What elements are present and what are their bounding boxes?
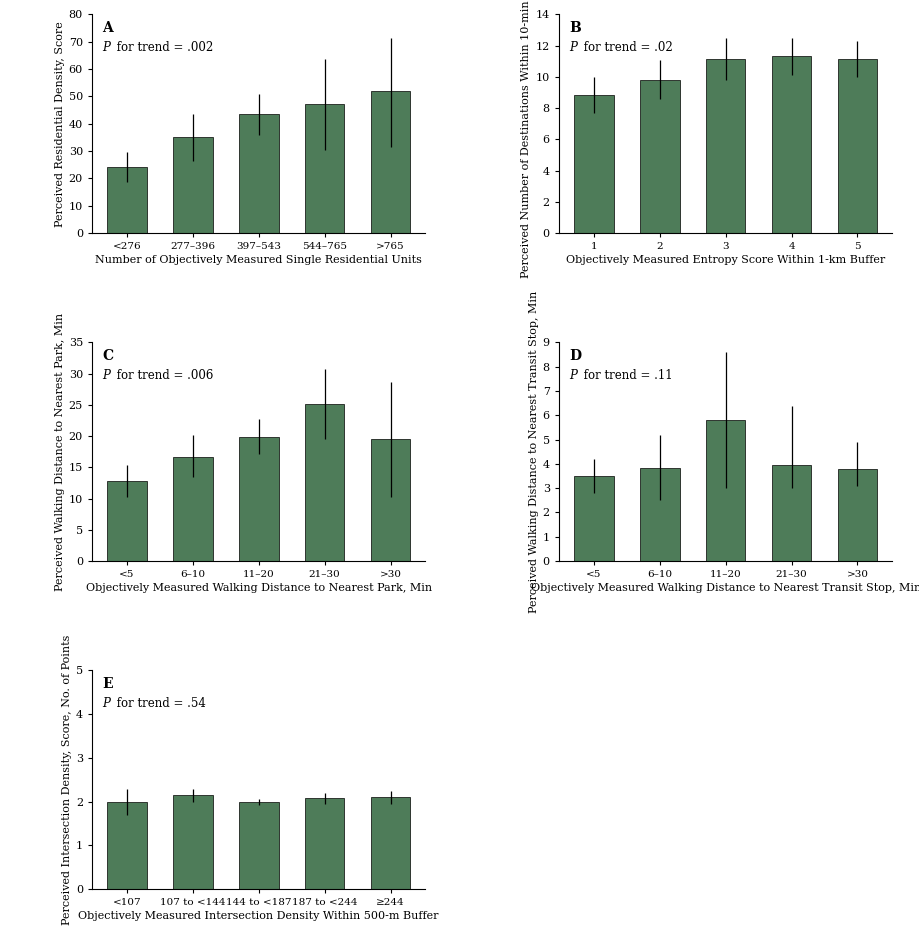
Text: for trend = .54: for trend = .54 [113,697,206,709]
Bar [771,56,811,233]
Bar [107,481,146,561]
Text: C: C [102,349,113,363]
X-axis label: Objectively Measured Walking Distance to Nearest Transit Stop, Min: Objectively Measured Walking Distance to… [530,583,919,593]
Bar [837,469,877,561]
Text: E: E [102,677,112,691]
Bar [573,95,613,233]
Bar [304,404,344,561]
Bar [370,797,410,889]
Text: D: D [568,349,581,363]
Bar [304,798,344,889]
Bar [837,59,877,233]
X-axis label: Objectively Measured Entropy Score Within 1-km Buffer: Objectively Measured Entropy Score Withi… [565,255,884,265]
Bar [173,795,212,889]
Text: P: P [568,41,576,53]
Bar [640,80,679,233]
Bar [107,167,146,233]
Bar [173,137,212,233]
Bar [239,114,278,233]
Bar [370,439,410,561]
Text: A: A [102,21,113,35]
Bar [771,465,811,561]
Y-axis label: Perceived Intersection Density, Score, No. of Points: Perceived Intersection Density, Score, N… [62,634,72,925]
Text: for trend = .02: for trend = .02 [579,41,672,53]
Bar [304,105,344,233]
Y-axis label: Perceived Walking Distance to Nearest Park, Min: Perceived Walking Distance to Nearest Pa… [54,313,64,591]
Bar [640,468,679,561]
Text: P: P [568,369,576,381]
X-axis label: Number of Objectively Measured Single Residential Units: Number of Objectively Measured Single Re… [96,255,422,265]
Text: for trend = .11: for trend = .11 [579,369,672,381]
X-axis label: Objectively Measured Walking Distance to Nearest Park, Min: Objectively Measured Walking Distance to… [85,583,431,593]
Text: P: P [102,369,109,381]
Bar [573,476,613,561]
Bar [370,91,410,233]
Bar [705,420,744,561]
Bar [239,437,278,561]
Text: B: B [568,21,580,35]
Bar [107,802,146,889]
Y-axis label: Perceived Number of Destinations Within 10-min Walk: Perceived Number of Destinations Within … [521,0,531,278]
Text: for trend = .006: for trend = .006 [113,369,213,381]
Bar [705,59,744,233]
Y-axis label: Perceived Walking Distance to Nearest Transit Stop, Min: Perceived Walking Distance to Nearest Tr… [528,291,538,612]
Bar [173,456,212,561]
Y-axis label: Perceived Residential Density, Score: Perceived Residential Density, Score [54,21,64,226]
Text: for trend = .002: for trend = .002 [113,41,213,53]
Bar [239,802,278,889]
Text: P: P [102,697,109,709]
X-axis label: Objectively Measured Intersection Density Within 500-m Buffer: Objectively Measured Intersection Densit… [78,911,438,922]
Text: P: P [102,41,109,53]
